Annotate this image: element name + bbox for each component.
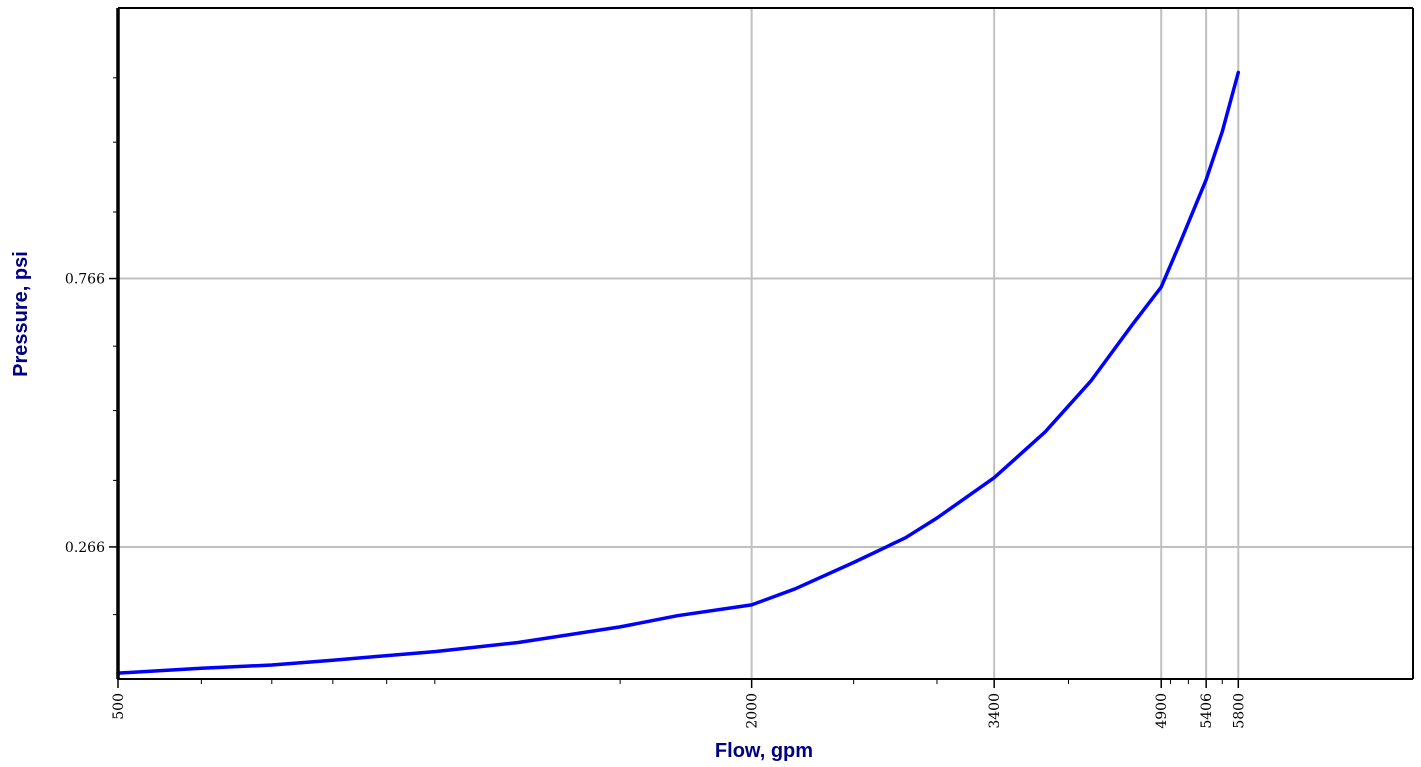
x-tick-label: 4900 — [1154, 693, 1170, 729]
y-axis-title: Pressure, psi — [10, 251, 32, 377]
x-tick-label: 2000 — [745, 693, 761, 729]
x-tick-label: 5800 — [1231, 693, 1247, 729]
x-tick-label: 5406 — [1199, 693, 1215, 729]
x-tick-label: 3400 — [987, 693, 1003, 729]
plot-frame — [116, 7, 1414, 680]
data-series — [116, 70, 1241, 675]
x-tick-labels: 500 2000 3400 4900 5406 5800 — [111, 693, 1247, 729]
x-axis-title: Flow, gpm — [715, 740, 813, 762]
y-tick-labels: 0.266 0.766 — [65, 272, 105, 556]
y-tick-label: 0.266 — [65, 540, 105, 556]
minor-ticks — [113, 77, 1223, 684]
series-line — [116, 70, 1241, 675]
x-tick-label: 500 — [111, 693, 127, 720]
grid-lines — [118, 8, 1413, 679]
y-tick-label: 0.766 — [65, 272, 105, 288]
major-ticks — [109, 277, 1240, 688]
